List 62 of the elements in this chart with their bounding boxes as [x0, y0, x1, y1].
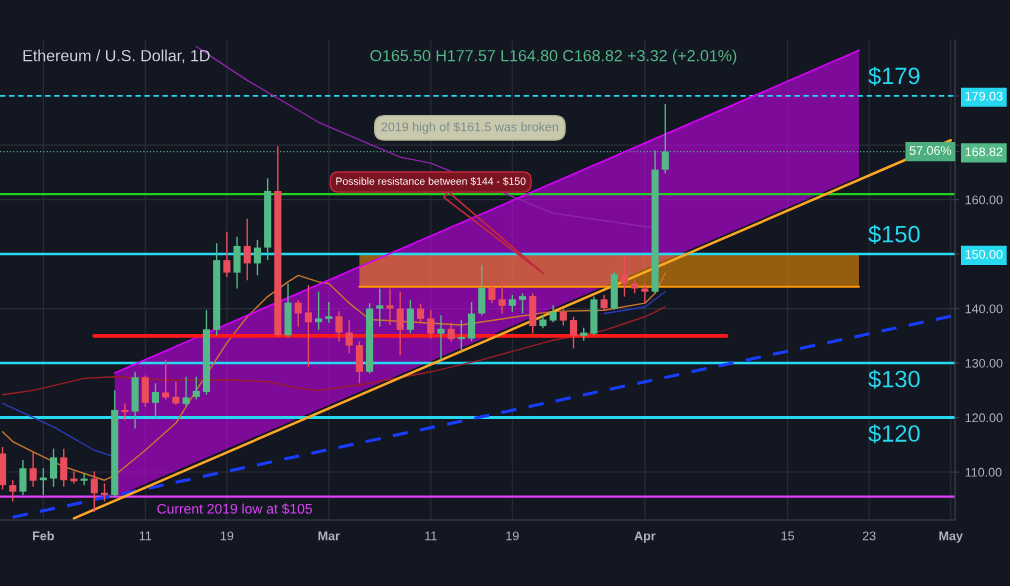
candlestick: [9, 479, 17, 503]
candlestick: [376, 287, 384, 328]
candlestick: [427, 309, 435, 340]
x-tick-label: Apr: [634, 531, 656, 543]
x-tick-label: 11: [425, 531, 437, 541]
candlestick: [386, 287, 394, 326]
y-tick-label: 160.00: [965, 195, 1003, 205]
candlestick: [518, 292, 527, 315]
x-tick-label: 19: [506, 531, 519, 541]
candlestick: [569, 316, 578, 350]
y-tick-label: 140.00: [965, 304, 1003, 314]
candlestick: [315, 291, 323, 331]
candlestick: [437, 314, 445, 361]
x-tick-label: 23: [862, 531, 876, 541]
candlestick: [90, 470, 98, 513]
ref-line-label: Current 2019 low at $105: [157, 503, 312, 515]
candlestick: [417, 303, 425, 325]
candlestick: [192, 376, 200, 401]
candlestick: [620, 256, 629, 298]
candlestick: [406, 299, 414, 334]
x-tick-label: 19: [220, 531, 234, 541]
ref-line-label: $130: [868, 369, 920, 389]
candlestick: [294, 299, 302, 328]
x-tick-label: 15: [781, 531, 795, 541]
x-tick-label: Feb: [33, 531, 54, 541]
ref-line-label: $150: [868, 224, 920, 244]
text: O165.50 H177.57 L164.80 C168.82 +3.32 (+2.01%): [370, 49, 737, 65]
candlestick: [253, 239, 262, 277]
candlestick: [396, 291, 404, 356]
candlestick: [223, 231, 231, 278]
y-tick-label: 179.03: [965, 91, 1003, 101]
y-tick-label: 110.00: [965, 467, 1002, 477]
y-tick-label: 150.00: [965, 249, 1003, 259]
y-tick-label: 168.82: [965, 147, 1003, 157]
candlestick: [488, 282, 496, 304]
ref-line-label: $120: [868, 424, 920, 444]
candlestick: [304, 284, 312, 368]
annotation: Possible resistance between $144 - $150: [336, 177, 526, 186]
candlestick: [49, 447, 58, 488]
ref-line-label: $179: [868, 66, 920, 86]
candlestick: [345, 319, 353, 354]
candlestick: [498, 281, 506, 315]
candlestick: [243, 218, 251, 281]
candlestick: [60, 447, 68, 488]
candlestick: [325, 301, 333, 324]
annotation: 57.06%: [909, 146, 952, 155]
candlestick: [447, 322, 455, 343]
y-tick-label: 120.00: [965, 413, 1003, 423]
text: Ethereum / U.S. Dollar, 1D: [23, 49, 210, 64]
candlestick: [29, 451, 37, 488]
candlestick: [641, 282, 649, 304]
x-tick-label: May: [939, 531, 963, 543]
line-series: [1, 272, 666, 481]
annotation: 2019 high of $161.5 was broken: [381, 121, 559, 134]
x-tick-label: 11: [139, 531, 152, 541]
candlestick: [19, 459, 27, 496]
candlestick: [182, 376, 190, 408]
candlestick: [151, 382, 160, 419]
x-tick-label: Mar: [318, 531, 340, 541]
y-tick-label: 130.00: [965, 358, 1003, 368]
line-series: [1, 306, 666, 396]
candlestick: [335, 310, 343, 343]
